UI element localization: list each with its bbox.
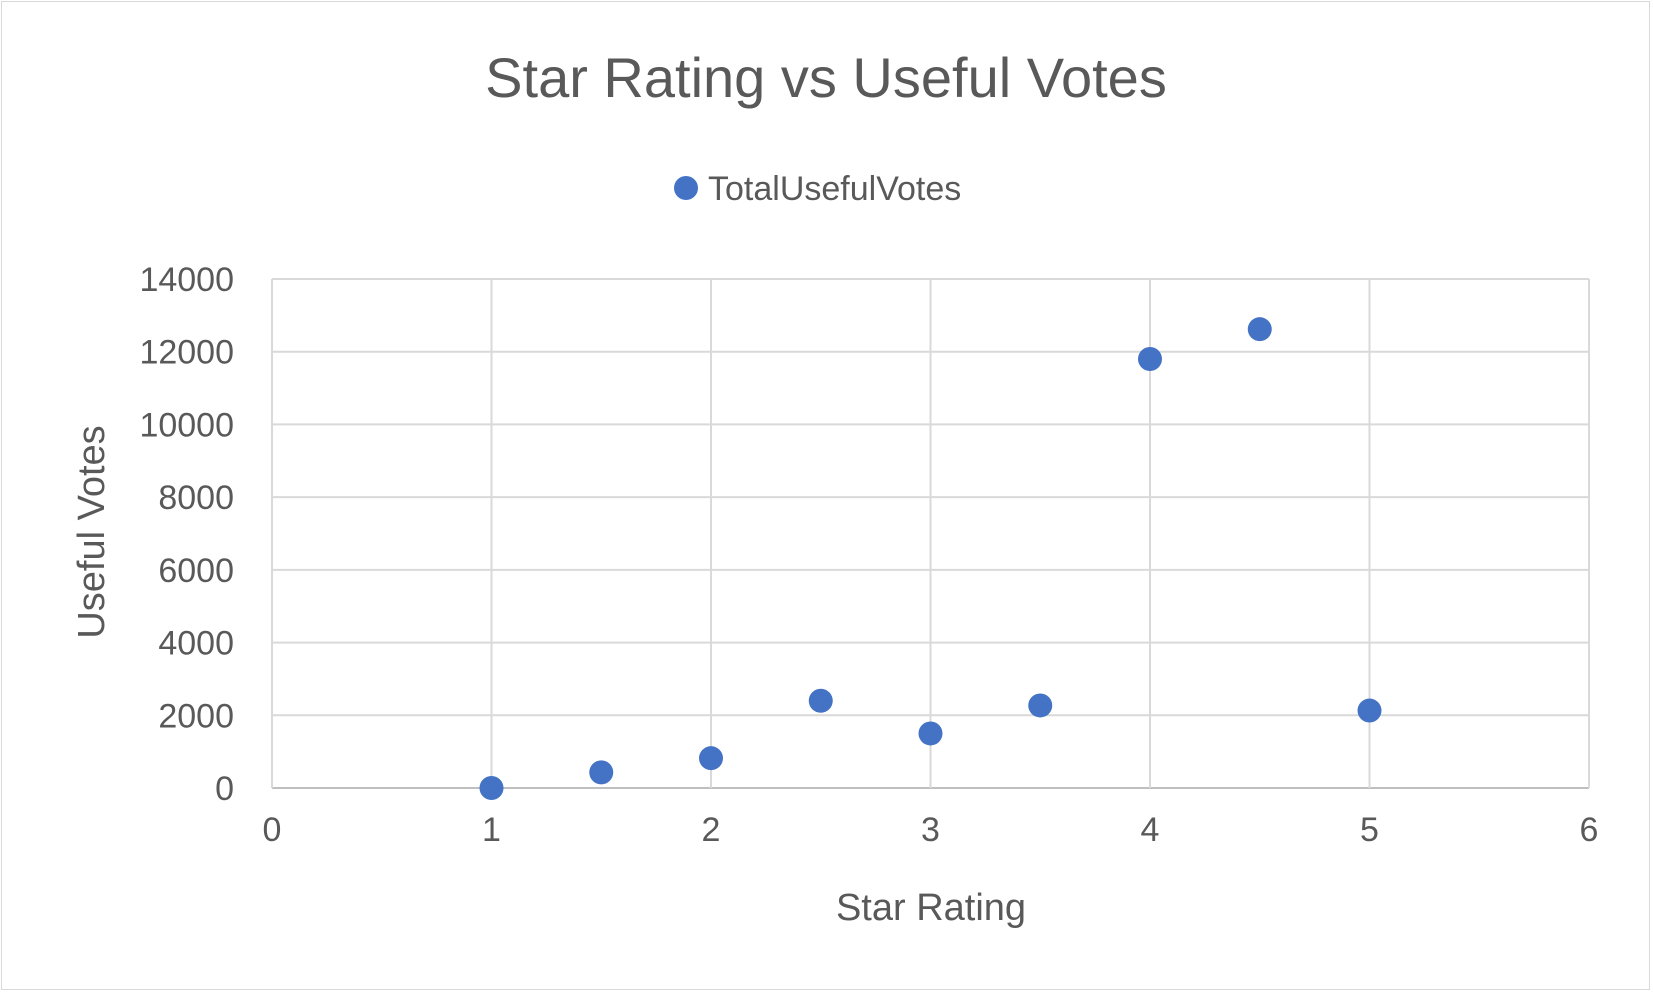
legend-marker: [674, 176, 698, 200]
data-point: [589, 760, 614, 785]
y-tick-label: 4000: [158, 625, 234, 663]
x-tick-label: 1: [482, 811, 501, 849]
data-point: [918, 721, 943, 746]
y-tick-label: 2000: [158, 697, 234, 735]
data-point: [808, 688, 833, 713]
y-tick-label: 0: [215, 770, 234, 808]
legend: TotalUsefulVotes: [674, 170, 961, 208]
y-tick-label: 12000: [139, 334, 234, 372]
y-axis-ticks: 0 2000 4000 6000 8000 10000 12000 14000: [139, 261, 234, 808]
data-point: [1028, 693, 1053, 718]
y-tick-label: 14000: [139, 261, 234, 299]
x-tick-label: 6: [1580, 811, 1599, 849]
y-tick-label: 8000: [158, 479, 234, 517]
data-point: [1357, 698, 1382, 723]
y-tick-label: 10000: [139, 406, 234, 444]
data-points: [479, 317, 1382, 800]
y-tick-label: 6000: [158, 552, 234, 590]
y-axis-label: Useful Votes: [71, 425, 113, 638]
gridlines: [271, 278, 1590, 789]
x-tick-label: 0: [263, 811, 282, 849]
x-tick-label: 5: [1360, 811, 1379, 849]
x-axis-label: Star Rating: [836, 887, 1026, 929]
x-axis-ticks: 0 1 2 3 4 5 6: [263, 811, 1599, 849]
data-point: [1247, 317, 1272, 342]
chart-title: Star Rating vs Useful Votes: [485, 46, 1167, 109]
data-point: [1138, 346, 1162, 371]
x-tick-label: 4: [1141, 811, 1160, 849]
legend-label: TotalUsefulVotes: [708, 170, 961, 208]
x-tick-label: 2: [702, 811, 721, 849]
data-point: [699, 746, 723, 771]
data-point: [479, 776, 504, 800]
x-tick-label: 3: [921, 811, 940, 849]
